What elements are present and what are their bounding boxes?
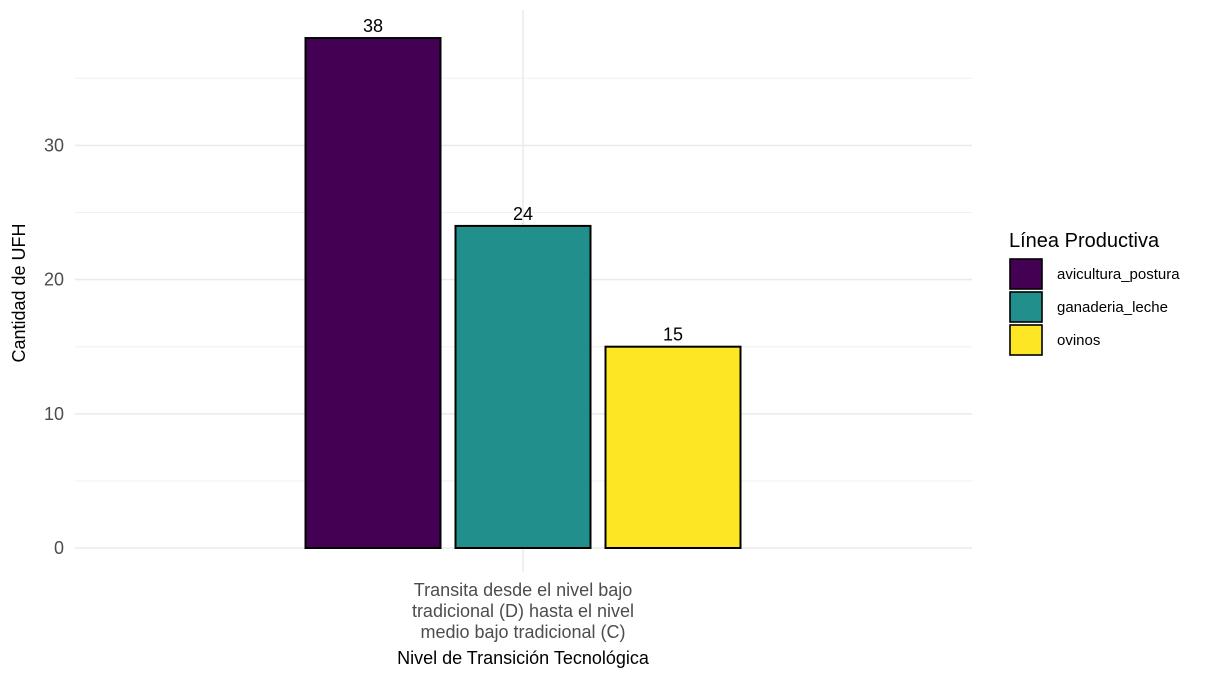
bar-avicultura-postura <box>304 37 442 549</box>
x-tick-label-line: Transita desde el nivel bajo <box>414 580 632 600</box>
legend-title: Línea Productiva <box>1009 230 1160 252</box>
legend: Línea Productiva avicultura_posturaganad… <box>1009 230 1180 356</box>
legend-key-ganaderia-leche <box>1009 291 1043 323</box>
legend-label-avicultura-postura: avicultura_postura <box>1057 266 1180 283</box>
y-tick-label: 30 <box>44 135 64 155</box>
y-tick-label: 0 <box>54 538 64 558</box>
legend-key-ovinos <box>1009 324 1043 356</box>
data-label-ovinos: 15 <box>663 325 683 345</box>
bar-ovinos <box>604 345 742 550</box>
y-tick-label: 20 <box>44 270 64 290</box>
y-axis: 0 10 20 30 <box>44 135 64 558</box>
x-tick-label-line: medio bajo tradicional (C) <box>420 622 625 642</box>
x-axis-title: Nivel de Transición Tecnológica <box>397 648 650 668</box>
legend-label-ovinos: ovinos <box>1057 332 1100 349</box>
bars <box>304 37 742 550</box>
x-tick-label-line: tradicional (D) hasta el nivel <box>412 601 634 621</box>
x-axis: Transita desde el nivel bajotradicional … <box>412 580 634 642</box>
y-axis-title: Cantidad de UFH <box>9 223 29 362</box>
legend-key-avicultura-postura <box>1009 258 1043 290</box>
data-label-ganaderia-leche: 24 <box>513 204 533 224</box>
data-labels: 38 24 15 <box>363 16 683 345</box>
legend-label-ganaderia-leche: ganaderia_leche <box>1057 299 1168 316</box>
data-label-avicultura-postura: 38 <box>363 16 383 36</box>
bar-ganaderia-leche <box>454 224 592 549</box>
y-tick-label: 10 <box>44 404 64 424</box>
